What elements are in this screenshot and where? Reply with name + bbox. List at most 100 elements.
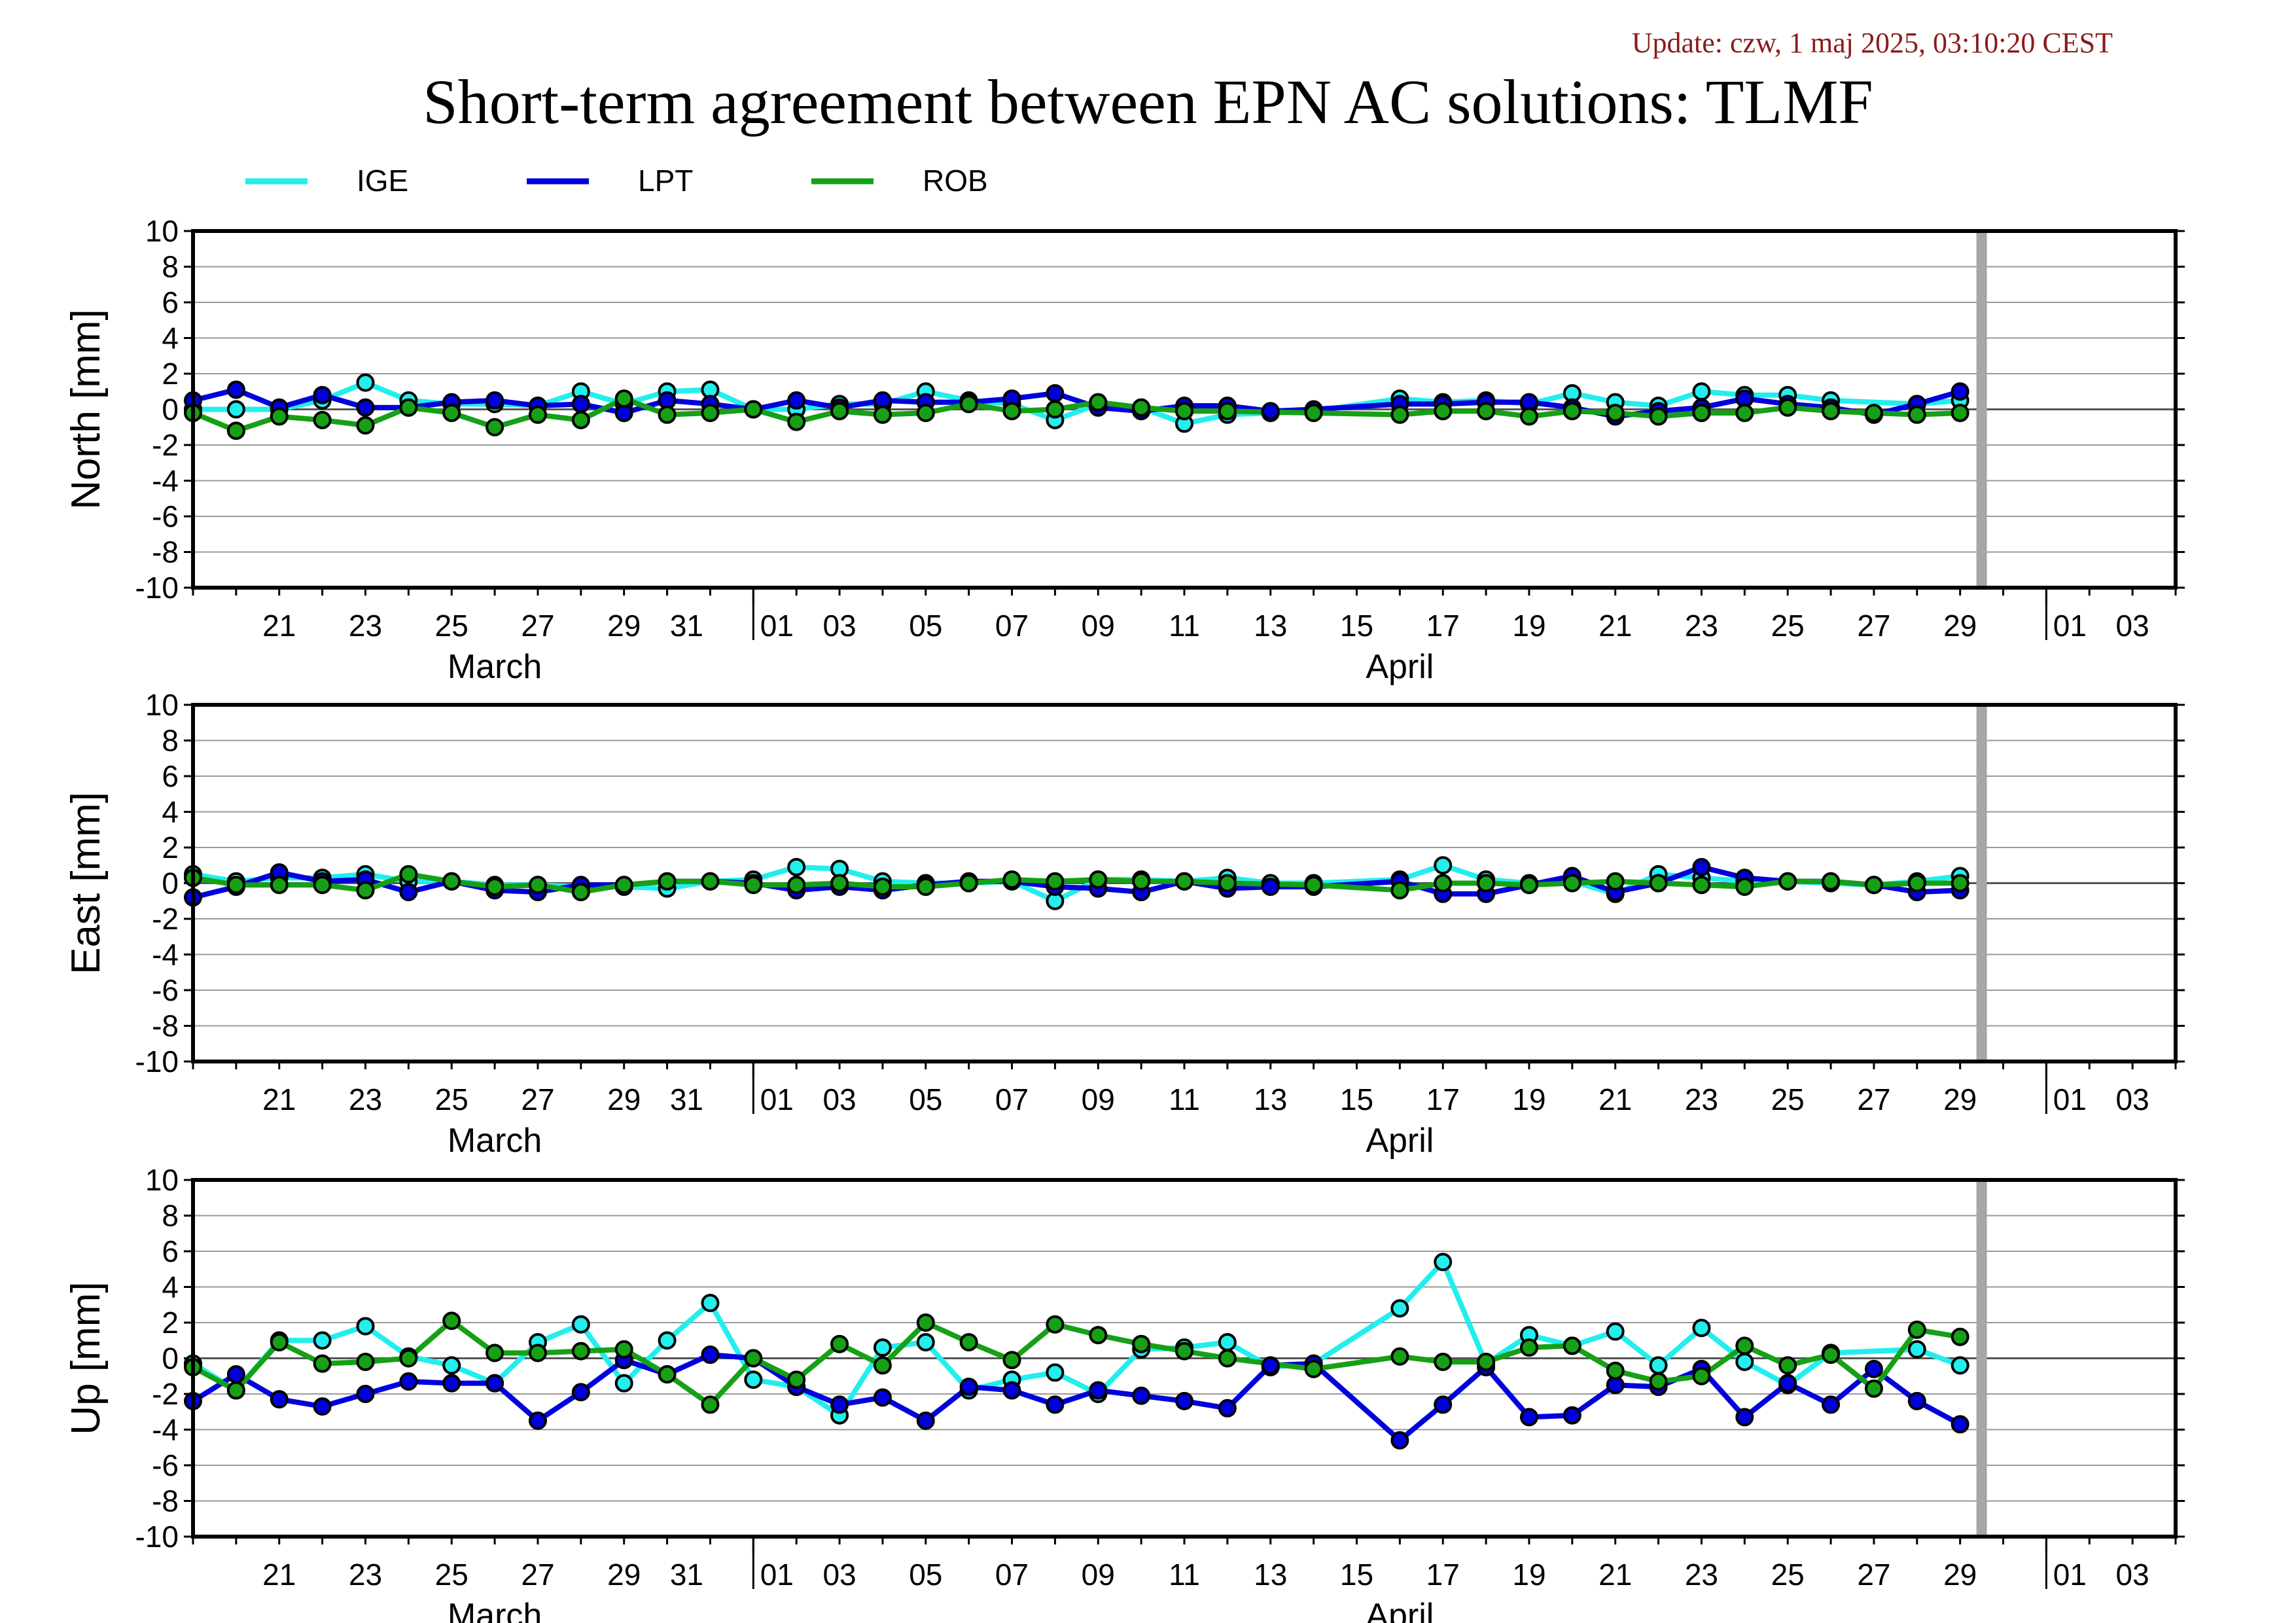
x-tick-label: 05	[909, 1082, 942, 1116]
data-point-rob	[1778, 398, 1797, 417]
data-point-rob	[1563, 874, 1581, 893]
x-tick-label: 11	[1169, 1082, 1200, 1116]
x-tick-label: 05	[909, 609, 942, 643]
data-point-lpt	[486, 391, 504, 410]
data-point-rob	[571, 883, 590, 902]
data-point-lpt	[270, 1390, 289, 1409]
plot-frame	[191, 1178, 2178, 1539]
data-point-ige	[226, 400, 245, 419]
data-point-lpt	[399, 883, 418, 902]
series-line-rob	[192, 1318, 1961, 1408]
data-point-rob	[1519, 1338, 1538, 1357]
data-point-ige	[571, 1315, 590, 1334]
x-tick-label: 27	[1857, 609, 1890, 643]
plot-frame	[191, 229, 2178, 590]
x-tick-label: 19	[1512, 609, 1545, 643]
data-point-lpt	[959, 1378, 978, 1397]
data-point-lpt	[1390, 1431, 1409, 1450]
data-point-rob	[486, 1344, 504, 1363]
y-tick-label: -10	[135, 1044, 179, 1079]
x-tick-label: 01	[2053, 609, 2087, 643]
data-point-lpt	[1046, 1395, 1065, 1414]
x-tick-label: 19	[1512, 1082, 1545, 1116]
legend: IGE LPT ROB	[245, 164, 988, 198]
data-point-lpt	[486, 1374, 504, 1393]
data-point-rob	[1218, 874, 1237, 893]
data-point-rob	[226, 1381, 245, 1400]
data-point-rob	[1175, 872, 1193, 891]
month-label: April	[1366, 648, 1434, 686]
data-point-rob	[1864, 403, 1883, 422]
data-point-rob	[1477, 874, 1496, 893]
x-tick-label: 31	[670, 1082, 703, 1116]
data-point-rob	[1822, 872, 1841, 891]
data-point-rob	[1046, 400, 1065, 419]
data-point-rob	[916, 877, 935, 896]
x-tick-label: 23	[349, 609, 382, 643]
data-point-rob	[313, 410, 332, 429]
data-point-rob	[701, 872, 720, 891]
data-point-lpt	[1218, 1399, 1237, 1418]
data-point-ige	[787, 857, 806, 876]
data-point-rob	[571, 410, 590, 429]
data-point-ige	[1434, 856, 1453, 875]
month-label: April	[1366, 1597, 1434, 1623]
x-tick-label: 23	[1685, 609, 1718, 643]
current-date-marker	[1976, 1180, 1987, 1537]
data-point-rob	[744, 876, 763, 895]
data-point-lpt	[1261, 402, 1280, 421]
data-point-rob	[1519, 407, 1538, 426]
data-point-rob	[787, 1370, 806, 1389]
x-tick-label: 17	[1426, 609, 1460, 643]
y-tick-label: 4	[162, 1270, 179, 1304]
y-tick-label: 4	[162, 795, 179, 829]
x-tick-label: 15	[1340, 609, 1373, 643]
plot-frame	[191, 703, 2178, 1063]
data-point-rob	[270, 876, 289, 895]
y-tick-label: -2	[152, 902, 179, 936]
y-tick-label: -4	[152, 464, 179, 498]
data-point-lpt	[1822, 1395, 1841, 1414]
data-point-ige	[356, 373, 375, 392]
data-point-rob	[658, 1365, 677, 1384]
y-axis-label: North [mm]	[63, 309, 109, 510]
y-tick-label: 0	[162, 866, 179, 901]
data-point-rob	[1822, 402, 1841, 421]
data-point-rob	[528, 405, 547, 424]
y-tick-label: 8	[162, 250, 179, 284]
data-point-rob	[486, 418, 504, 437]
x-tick-label: 23	[1685, 1558, 1718, 1592]
data-point-ige	[1692, 382, 1711, 401]
x-tick-label: 03	[822, 1082, 856, 1116]
data-point-lpt	[873, 1388, 892, 1407]
data-point-rob	[313, 876, 332, 895]
data-point-rob	[1735, 877, 1754, 896]
data-point-lpt	[1563, 1406, 1581, 1425]
data-point-rob	[787, 876, 806, 895]
y-tick-label: -8	[152, 1009, 179, 1043]
y-tick-label: -2	[152, 428, 179, 462]
data-point-rob	[916, 1313, 935, 1332]
y-tick-label: 2	[162, 830, 179, 865]
x-tick-label: 29	[607, 1558, 641, 1592]
x-tick-label: 21	[262, 1082, 296, 1116]
data-point-ige	[744, 1370, 763, 1389]
data-point-rob	[1089, 393, 1108, 412]
legend-label-rob: ROB	[923, 164, 988, 198]
data-point-rob	[1218, 1349, 1237, 1368]
data-point-rob	[1046, 872, 1065, 891]
x-tick-label: 03	[822, 609, 856, 643]
data-point-lpt	[1261, 877, 1280, 896]
y-tick-label: 6	[162, 1234, 179, 1268]
data-point-rob	[1778, 872, 1797, 891]
data-point-ige	[873, 1338, 892, 1357]
data-point-rob	[959, 395, 978, 414]
data-point-rob	[959, 1332, 978, 1351]
data-point-rob	[1304, 403, 1323, 422]
data-point-rob	[1175, 1342, 1193, 1361]
data-point-rob	[226, 876, 245, 895]
data-point-rob	[873, 405, 892, 424]
data-point-rob	[1390, 881, 1409, 900]
y-tick-label: 8	[162, 1199, 179, 1233]
